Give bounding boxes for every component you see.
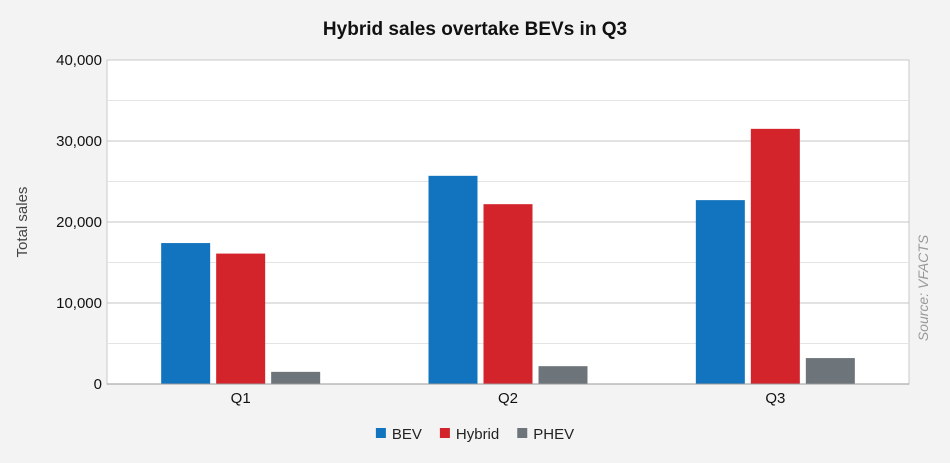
bar-hybrid-q3 (750, 128, 800, 384)
legend: BEV Hybrid PHEV (375, 426, 574, 443)
x-tick-label: Q1 (231, 390, 251, 407)
bar-hybrid-q2 (483, 204, 533, 384)
bar-phev-q2 (538, 366, 588, 384)
legend-label-hybrid: Hybrid (456, 426, 499, 443)
legend-swatch-hybrid (439, 428, 450, 438)
bars (161, 128, 855, 384)
legend-swatch-phev (517, 428, 528, 438)
legend-label-phev: PHEV (533, 426, 574, 443)
legend-swatch-bev (375, 428, 386, 438)
y-tick-label: 20,000 (56, 214, 102, 231)
x-tick-labels: Q1 Q2 Q3 (231, 390, 786, 407)
y-axis-label: Total sales (14, 187, 31, 258)
legend-label-bev: BEV (392, 426, 422, 443)
bar-bev-q1 (161, 243, 211, 384)
y-tick-labels: 0 10,000 20,000 30,000 40,000 (56, 52, 102, 393)
y-tick-label: 40,000 (56, 52, 102, 69)
x-tick-label: Q2 (498, 390, 518, 407)
bar-hybrid-q1 (216, 253, 266, 384)
bar-phev-q1 (271, 371, 321, 384)
bar-phev-q3 (805, 358, 855, 384)
y-tick-label: 10,000 (56, 295, 102, 312)
x-tick-label: Q3 (765, 390, 785, 407)
source-note: Source: VFACTS (915, 234, 931, 341)
bar-bev-q2 (428, 175, 478, 384)
bar-bev-q3 (695, 200, 745, 384)
chart-title: Hybrid sales overtake BEVs in Q3 (323, 19, 627, 40)
y-tick-label: 0 (94, 376, 102, 393)
y-tick-label: 30,000 (56, 133, 102, 150)
